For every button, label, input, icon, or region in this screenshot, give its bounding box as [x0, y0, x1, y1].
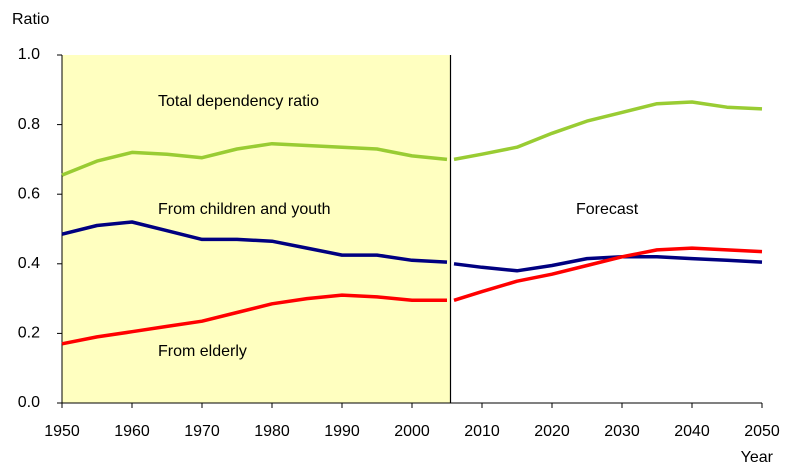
series-line — [61, 246, 763, 346]
y-tick-label: 0.4 — [18, 255, 40, 272]
x-tick-label: 2000 — [394, 423, 430, 440]
y-tick-label: 0.0 — [18, 394, 40, 411]
annotation: Forecast — [576, 201, 639, 218]
x-tick-label: 1960 — [114, 423, 150, 440]
y-tick-label: 0.6 — [18, 185, 40, 202]
x-tick-label: 2050 — [744, 423, 780, 440]
y-tick-label: 0.8 — [18, 116, 40, 133]
x-tick-label: 2020 — [534, 423, 570, 440]
y-tick-label: 1.0 — [18, 46, 40, 63]
x-tick-label: 1990 — [324, 423, 360, 440]
x-tick-label: 1980 — [254, 423, 290, 440]
series-line — [61, 100, 763, 177]
x-axis-label: Year — [741, 449, 774, 466]
x-tick-label: 2040 — [674, 423, 710, 440]
x-tick-label: 2030 — [604, 423, 640, 440]
series-annotation: From children and youth — [158, 201, 331, 218]
series-annotation: Total dependency ratio — [158, 93, 319, 110]
y-axis-label: Ratio — [12, 11, 49, 28]
x-tick-label: 2010 — [464, 423, 500, 440]
x-tick-label: 1970 — [184, 423, 220, 440]
series-annotation: From elderly — [158, 343, 247, 360]
series-line — [61, 220, 763, 273]
history-background — [62, 55, 451, 403]
y-tick-label: 0.2 — [18, 325, 40, 342]
x-tick-label: 1950 — [44, 423, 80, 440]
